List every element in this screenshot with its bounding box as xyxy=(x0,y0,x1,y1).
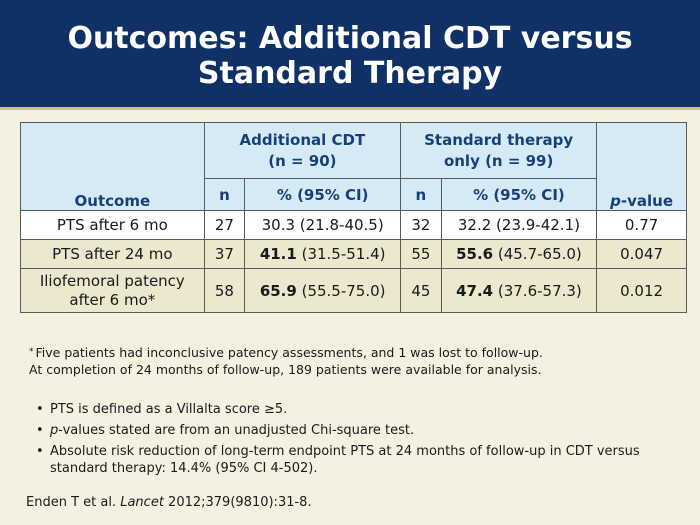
cell-outcome: PTS after 24 mo xyxy=(20,239,205,269)
citation-authors: Enden T et al. xyxy=(26,495,121,510)
bullet-item: • p-values stated are from an unadjusted … xyxy=(36,422,676,439)
cell-n-cdt: 27 xyxy=(203,210,246,240)
bullet-text: Absolute risk reduction of long-term end… xyxy=(50,444,640,476)
cell-p-value: 0.047 xyxy=(596,239,687,269)
table-row: Iliofemoral patency after 6 mo* 58 65.9 … xyxy=(20,268,687,313)
table-row: PTS after 6 mo 27 30.3 (21.8-40.5) 32 32… xyxy=(20,210,687,240)
cell-ci-cdt: 30.3 (21.8-40.5) xyxy=(244,210,402,240)
cell-outcome-line1: Iliofemoral patency xyxy=(39,271,185,290)
bullet-dot-icon: • xyxy=(36,444,44,459)
cell-n-cdt: 58 xyxy=(203,268,246,313)
cell-ci-cdt: 41.1 (31.5-51.4) xyxy=(244,239,402,269)
bullet-dot-icon: • xyxy=(36,402,44,417)
cell-p-value: 0.012 xyxy=(596,268,687,313)
cell-pct-cdt: 41.1 xyxy=(259,245,297,263)
citation: Enden T et al. Lancet 2012;379(9810):31-… xyxy=(26,495,312,510)
cell-range-standard: (45.7-65.0) xyxy=(493,245,582,263)
header-n-standard: n xyxy=(400,178,442,211)
cell-n-standard: 32 xyxy=(400,210,442,240)
group-standard-therapy-line2: only (n = 99) xyxy=(443,151,554,170)
cell-pct-standard: 32.2 xyxy=(457,216,492,234)
cell-pct-standard: 55.6 xyxy=(456,245,494,263)
cell-p-value: 0.77 xyxy=(596,210,687,240)
cell-n-cdt: 37 xyxy=(203,239,246,269)
slide-title-line2: Standard Therapy xyxy=(197,55,503,91)
bullet-dot-icon: • xyxy=(36,423,44,438)
citation-details: 2012;379(9810):31-8. xyxy=(163,495,312,510)
header-p-italic: p xyxy=(610,192,621,210)
bullet-text: PTS is defined as a Villalta score ≥5. xyxy=(50,402,288,417)
table-footnote: * Five patients had inconclusive patency … xyxy=(29,344,679,378)
cell-ci-standard: 32.2 (23.9-42.1) xyxy=(440,210,598,240)
title-bar: Outcomes: Additional CDT versus Standard… xyxy=(0,0,700,110)
cell-ci-standard: 47.4 (37.6-57.3) xyxy=(440,268,598,313)
cell-outcome: Iliofemoral patency after 6 mo* xyxy=(20,268,205,313)
table-row: PTS after 24 mo 37 41.1 (31.5-51.4) 55 5… xyxy=(20,239,687,269)
footnote-text1: Five patients had inconclusive patency a… xyxy=(35,345,543,360)
header-p-rest: -value xyxy=(620,192,674,210)
group-additional-cdt-line2: (n = 90) xyxy=(268,151,337,170)
slide-title: Outcomes: Additional CDT versus Standard… xyxy=(67,17,632,91)
citation-journal: Lancet xyxy=(120,495,164,510)
cell-outcome-line2: after 6 mo* xyxy=(69,290,156,309)
bullet-p-italic: p xyxy=(50,423,59,438)
cell-range-cdt: (31.5-51.4) xyxy=(296,245,386,263)
group-standard-therapy-line1: Standard therapy xyxy=(424,130,574,149)
slide-title-line1: Outcomes: Additional CDT versus xyxy=(67,20,633,56)
header-ci-cdt: % (95% CI) xyxy=(244,178,402,211)
bullet-list: • PTS is defined as a Villalta score ≥5. … xyxy=(36,401,676,481)
header-group-standard-therapy: Standard therapy only (n = 99) xyxy=(400,122,598,179)
bullet-text: -values stated are from an unadjusted Ch… xyxy=(58,423,415,438)
header-n-cdt: n xyxy=(203,178,246,211)
footnote-marker: * xyxy=(29,347,34,357)
cell-range-cdt: (55.5-75.0) xyxy=(296,281,386,300)
cell-pct-cdt: 65.9 xyxy=(259,281,297,300)
table-header-group-row: Outcome Additional CDT (n = 90) Standard… xyxy=(20,122,687,211)
cell-range-standard: (37.6-57.3) xyxy=(493,281,582,300)
cell-ci-standard: 55.6 (45.7-65.0) xyxy=(440,239,598,269)
cell-n-standard: 55 xyxy=(400,239,442,269)
cell-pct-standard: 47.4 xyxy=(456,281,494,300)
cell-ci-cdt: 65.9 (55.5-75.0) xyxy=(244,268,402,313)
table-header-subrow: n % (95% CI) n % (95% CI) xyxy=(20,178,687,211)
header-p-value: p-value xyxy=(596,122,687,211)
header-group-additional-cdt: Additional CDT (n = 90) xyxy=(203,122,402,179)
footnote-line1: * Five patients had inconclusive patency … xyxy=(29,344,679,361)
footnote-line2: At completion of 24 months of follow-up,… xyxy=(29,362,542,377)
bullet-item: • PTS is defined as a Villalta score ≥5. xyxy=(36,401,676,418)
cell-pct-cdt: 30.3 xyxy=(261,216,296,234)
bullet-item: • Absolute risk reduction of long-term en… xyxy=(36,443,676,477)
outcomes-table: Outcome Additional CDT (n = 90) Standard… xyxy=(20,122,687,313)
cell-outcome: PTS after 6 mo xyxy=(20,210,205,240)
cell-range-standard: (23.9-42.1) xyxy=(491,216,580,234)
cell-n-standard: 45 xyxy=(400,268,442,313)
header-ci-standard: % (95% CI) xyxy=(440,178,598,211)
group-additional-cdt-line1: Additional CDT xyxy=(239,130,366,149)
cell-range-cdt: (21.8-40.5) xyxy=(295,216,384,234)
header-outcome: Outcome xyxy=(20,122,205,211)
